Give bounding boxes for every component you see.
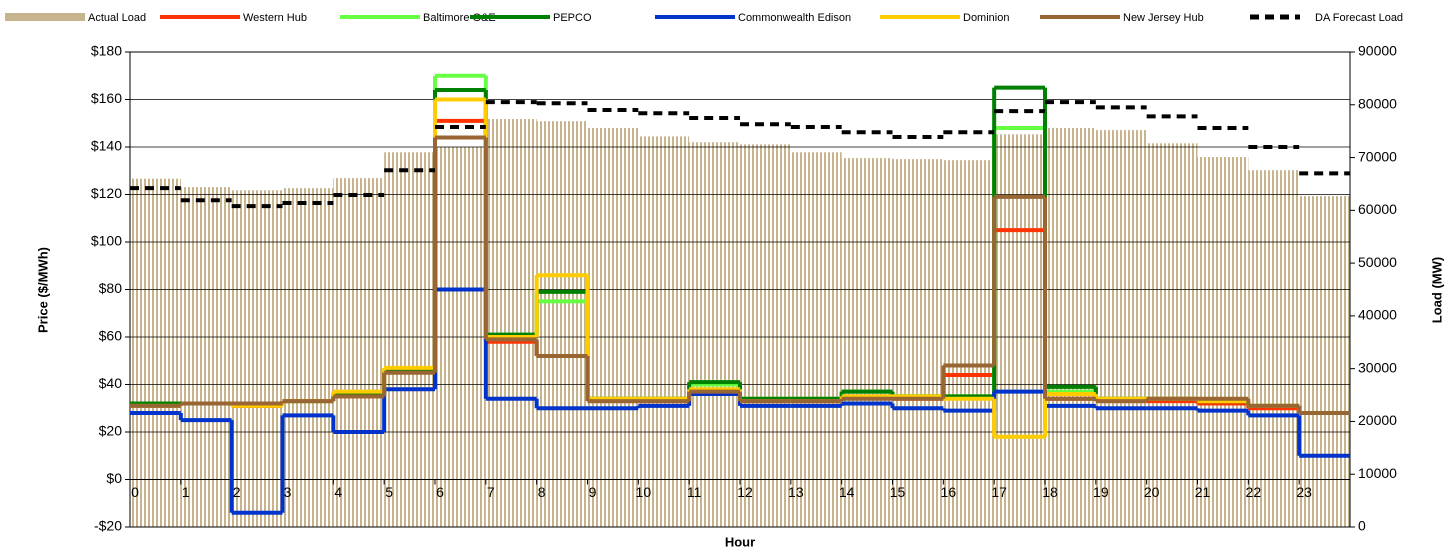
x-tick-label: 15 [890, 484, 906, 500]
load-bar [1045, 128, 1096, 527]
y-tick-label: $40 [99, 375, 123, 391]
y-axis-title: Price ($/MWh) [35, 247, 50, 333]
load-bar [1248, 170, 1300, 527]
legend-label: Baltimore G&E [423, 12, 496, 24]
legend-label: Commonwealth Edison [738, 12, 851, 24]
legend-label: Western Hub [243, 12, 307, 24]
y-tick-label: $20 [99, 423, 123, 439]
x-tick-label: 8 [538, 484, 546, 500]
y-tick-label: -$20 [94, 518, 122, 534]
x-tick-label: 7 [487, 484, 495, 500]
x-tick-label: 0 [131, 484, 139, 500]
load-bar [1197, 157, 1249, 527]
y2-tick-label: 0 [1358, 518, 1366, 534]
y2-tick-label: 60000 [1358, 201, 1397, 217]
y-tick-label: $0 [106, 470, 122, 486]
load-bar [231, 190, 283, 527]
y2-tick-label: 80000 [1358, 95, 1397, 111]
y-tick-label: $160 [91, 90, 122, 106]
load-bar [536, 121, 588, 527]
load-bar [638, 136, 690, 527]
y-tick-label: $140 [91, 138, 122, 154]
load-bar [790, 152, 842, 527]
x-tick-label: 22 [1246, 484, 1262, 500]
x-tick-label: 20 [1144, 484, 1160, 500]
load-bar [485, 119, 537, 528]
load-bar [1095, 130, 1147, 527]
x-tick-label: 21 [1195, 484, 1211, 500]
x-tick-label: 4 [334, 484, 342, 500]
x-tick-label: 13 [788, 484, 804, 500]
y2-tick-label: 70000 [1358, 148, 1397, 164]
x-tick-label: 10 [636, 484, 652, 500]
y-tick-label: $60 [99, 328, 123, 344]
load-bar [1299, 196, 1350, 528]
load-bar [587, 128, 639, 527]
load-bar [689, 142, 740, 527]
x-tick-label: 23 [1296, 484, 1312, 500]
y-tick-label: $100 [91, 233, 122, 249]
x-tick-label: 5 [385, 484, 393, 500]
x-tick-label: 1 [182, 484, 190, 500]
y2-tick-label: 40000 [1358, 307, 1397, 323]
x-tick-label: 3 [284, 484, 292, 500]
x-tick-label: 14 [839, 484, 855, 500]
load-bar [333, 178, 385, 527]
x-tick-label: 11 [687, 484, 702, 500]
y-tick-label: $80 [99, 280, 123, 296]
x-tick-label: 16 [941, 484, 957, 500]
load-bar [892, 159, 944, 527]
y2-axis-title: Load (MW) [1429, 257, 1444, 323]
y-tick-label: $120 [91, 185, 122, 201]
load-bar [180, 187, 232, 527]
load-bar [740, 144, 791, 527]
legend-label: DA Forecast Load [1315, 12, 1403, 24]
y2-tick-label: 10000 [1358, 465, 1397, 481]
load-bar [994, 134, 1045, 528]
legend-label: Dominion [963, 12, 1009, 24]
x-tick-label: 9 [589, 484, 597, 500]
x-tick-label: 12 [737, 484, 753, 500]
y2-tick-label: 20000 [1358, 412, 1397, 428]
x-tick-label: 17 [991, 484, 1007, 500]
legend-label: PEPCO [553, 12, 592, 24]
y-tick-label: $180 [91, 43, 122, 59]
load-bar [130, 178, 181, 527]
x-tick-label: 6 [436, 484, 444, 500]
legend-label: Actual Load [88, 12, 146, 24]
load-bar [384, 152, 435, 527]
y2-tick-label: 30000 [1358, 359, 1397, 375]
plot-frame [129, 51, 1351, 528]
y2-tick-label: 50000 [1358, 254, 1397, 270]
load-bar [282, 188, 334, 527]
load-bar [1146, 143, 1198, 528]
x-tick-label: 2 [233, 484, 241, 500]
legend-swatch [5, 13, 85, 21]
x-tick-label: 19 [1093, 484, 1109, 500]
legend-label: New Jersey Hub [1123, 12, 1204, 24]
load-bar [841, 158, 893, 528]
x-axis-title: Hour [725, 534, 755, 549]
load-bar [943, 160, 995, 527]
y2-tick-label: 90000 [1358, 43, 1397, 59]
x-tick-label: 18 [1042, 484, 1058, 500]
